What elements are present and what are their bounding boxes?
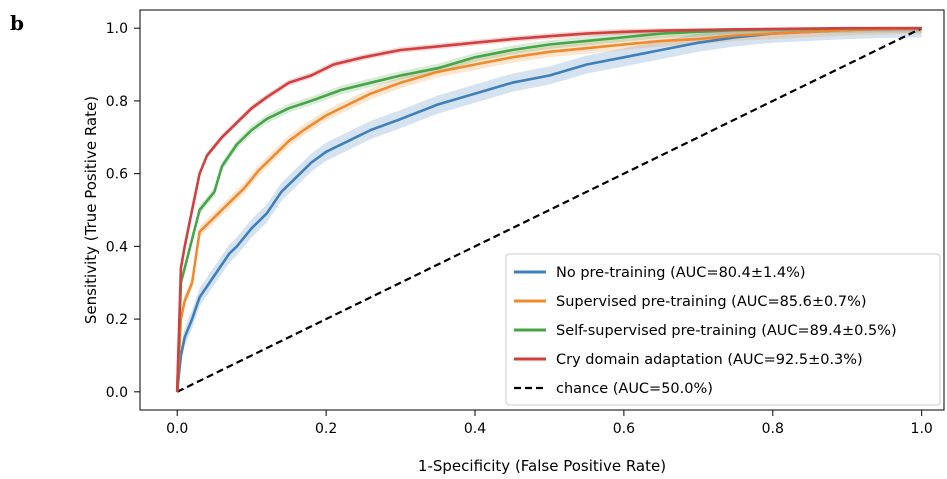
y-tick-label: 0.0 [106,385,128,401]
legend-entry-chance: chance (AUC=50.0%) [556,381,713,397]
y-axis-ticks: 0.0 0.2 0.4 0.6 0.8 1.0 [106,21,140,401]
panel-label: b [10,11,24,35]
legend-box [505,253,941,406]
x-tick-label: 0.8 [762,421,784,437]
x-tick-label: 1.0 [911,421,933,437]
y-tick-label: 0.6 [106,167,128,183]
y-axis-label: Sensitivity (True Positive Rate) [82,96,100,324]
legend: No pre-training (AUC=80.4±1.4%) Supervis… [505,253,941,406]
axes-frame [139,9,945,411]
y-tick-label: 0.8 [106,94,128,110]
legend-entry-self-supervised: Self-supervised pre-training (AUC=89.4±0… [556,323,897,339]
x-tick-label: 0.2 [315,421,337,437]
x-tick-label: 0.4 [464,421,486,437]
x-axis-ticks: 0.0 0.2 0.4 0.6 0.8 1.0 [166,410,933,437]
x-tick-label: 0.0 [166,421,188,437]
curve-cry-domain [175,26,922,392]
y-tick-label: 0.2 [106,312,128,328]
x-axis-label: 1-Specificity (False Positive Rate) [418,457,666,475]
x-tick-label: 0.6 [613,421,635,437]
roc-curves [175,26,923,393]
y-tick-label: 0.4 [106,239,128,255]
legend-entry-no-pretraining: No pre-training (AUC=80.4±1.4%) [556,265,806,281]
y-tick-label: 1.0 [106,21,128,37]
curve-supervised [175,26,922,392]
curve-no-pretraining [175,26,922,392]
legend-entry-cry-domain: Cry domain adaptation (AUC=92.5±0.3%) [556,352,863,368]
plot-area [175,26,923,393]
legend-entry-supervised: Supervised pre-training (AUC=85.6±0.7%) [556,294,867,310]
curve-chance [176,27,923,393]
